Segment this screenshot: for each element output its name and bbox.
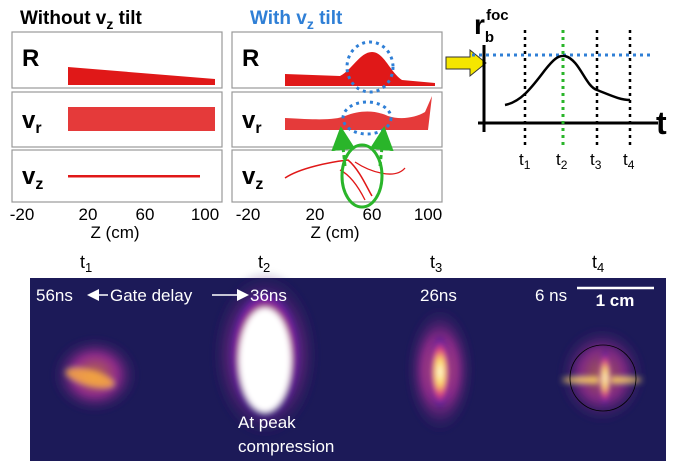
diagram-x-label: t: [656, 105, 667, 141]
x-tick-label: 100: [191, 205, 219, 224]
diagram-tick: t3: [590, 150, 602, 172]
row-label: vr: [22, 107, 42, 137]
row-label: R: [22, 45, 39, 72]
row-label: vr: [242, 107, 262, 137]
panel-title: Without vz tilt: [20, 8, 143, 32]
x-axis-label: Z (cm): [310, 223, 359, 242]
outline-circle: [569, 344, 637, 412]
arrow: [445, 48, 487, 78]
x-tick-label: 60: [363, 205, 382, 224]
frame-label: t2: [258, 252, 270, 275]
frame-label: t4: [592, 252, 604, 275]
x-tick-label: -20: [10, 205, 35, 224]
frame-label: t3: [430, 252, 442, 275]
panel-title: With vz tilt: [250, 8, 343, 32]
row-label: R: [242, 45, 259, 72]
note: compression: [238, 437, 334, 456]
beam-images: [50, 270, 647, 440]
simulation-traces: [68, 52, 435, 201]
delay-label: 36ns: [250, 286, 287, 305]
note: At peak: [238, 413, 296, 432]
frame-label: t1: [80, 252, 92, 275]
diagram: [472, 30, 658, 145]
x-tick-label: 20: [79, 205, 98, 224]
x-axis-label: Z (cm): [90, 223, 139, 242]
x-tick-label: 60: [136, 205, 155, 224]
x-tick-label: 20: [306, 205, 325, 224]
diagram-y-label: rbfoc: [474, 7, 509, 46]
diagram-tick: t4: [623, 150, 635, 172]
delay-label: 56ns: [36, 286, 73, 305]
gate-delay-label: Gate delay: [110, 286, 193, 305]
delay-label: 6 ns: [535, 286, 567, 305]
scale-label: 1 cm: [596, 291, 635, 310]
diagram-tick: t1: [519, 150, 531, 172]
delay-label: 26ns: [420, 286, 457, 305]
x-tick-label: -20: [236, 205, 261, 224]
x-tick-label: 100: [414, 205, 442, 224]
diagram-tick: t2: [556, 150, 568, 172]
highlight-marks: [331, 40, 395, 209]
row-label: vz: [242, 163, 263, 193]
row-label: vz: [22, 163, 43, 193]
